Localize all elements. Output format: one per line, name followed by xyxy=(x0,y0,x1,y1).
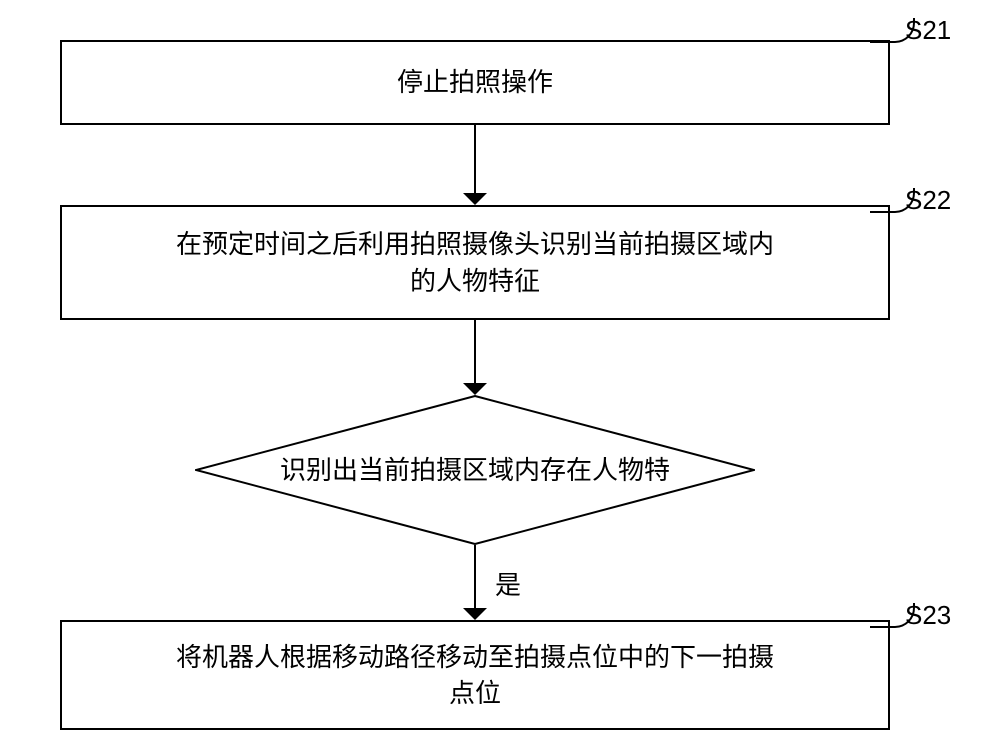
process-box-s21: 停止拍照操作 xyxy=(60,40,890,125)
arrow-line xyxy=(474,545,476,610)
flowchart-canvas: 停止拍照操作S21在预定时间之后利用拍照摄像头识别当前拍摄区域内 的人物特征S2… xyxy=(0,0,1000,748)
arrow-head-icon xyxy=(463,608,487,620)
arrow-line xyxy=(474,125,476,195)
arrow-line xyxy=(474,320,476,385)
arrow-head-icon xyxy=(463,193,487,205)
process-box-s22: 在预定时间之后利用拍照摄像头识别当前拍摄区域内 的人物特征 xyxy=(60,205,890,320)
process-box-s23: 将机器人根据移动路径移动至拍摄点位中的下一拍摄 点位 xyxy=(60,620,890,730)
decision-diamond-d1: 识别出当前拍摄区域内存在人物特 xyxy=(195,395,755,545)
decision-label: 识别出当前拍摄区域内存在人物特 xyxy=(195,395,755,545)
edge-label-是: 是 xyxy=(495,565,521,602)
arrow-head-icon xyxy=(463,383,487,395)
